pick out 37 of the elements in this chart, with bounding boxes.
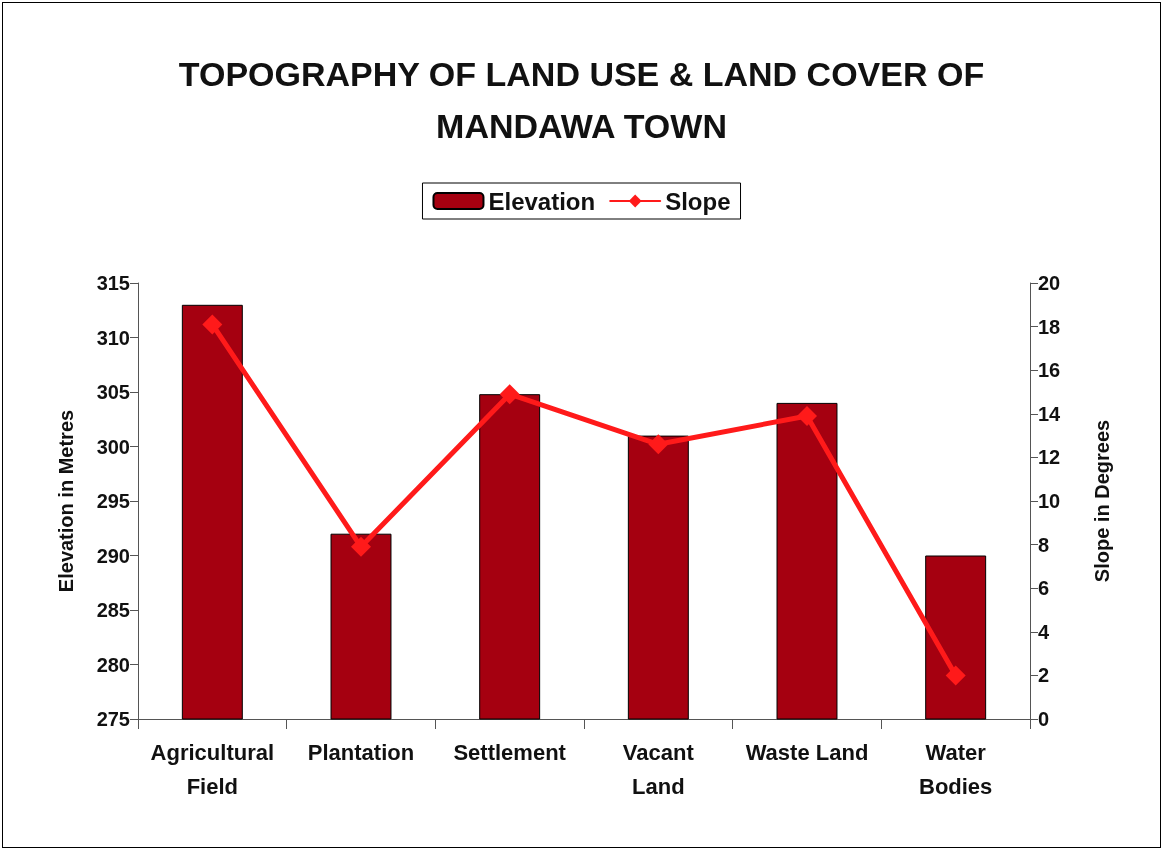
- point: [202, 314, 223, 335]
- y2-axis-title: Slope in Degrees: [1091, 419, 1113, 583]
- y-tick-label: 295: [96, 490, 130, 512]
- point: [945, 665, 966, 686]
- y2-tick-label: 8: [1038, 533, 1050, 556]
- point: [351, 536, 371, 557]
- y2-tick-label: 16: [1038, 359, 1061, 382]
- x-tick-label: Waste Land: [745, 739, 869, 765]
- point: [499, 384, 520, 405]
- legend-label: Slope: [665, 187, 731, 215]
- x-tick-label: Plantation: [307, 739, 415, 765]
- point: [797, 405, 817, 426]
- y2-tick-label: 0: [1038, 708, 1050, 730]
- y2-tick-label: 4: [1038, 620, 1050, 643]
- y2-tick-label: 6: [1038, 577, 1050, 600]
- x-tick-label: Water Bodies: [918, 739, 993, 799]
- legend-label: Elevation: [488, 187, 596, 215]
- y-tick-label: 280: [96, 653, 130, 676]
- y-tick-label: 285: [96, 599, 130, 621]
- y2-tick-label: 12: [1038, 446, 1061, 469]
- y-tick-label: 300: [96, 435, 130, 458]
- y2-tick-label: 20: [1038, 272, 1061, 294]
- x-tick-label: Agricultural Field: [150, 739, 275, 799]
- y2-tick-label: 18: [1038, 315, 1061, 338]
- chart-title: TOPOGRAPHY OF LAND USE & LAND COVER OF MANDAWA TOWN: [178, 55, 985, 145]
- y2-tick-label: 14: [1038, 402, 1062, 425]
- y-tick-label: 290: [96, 544, 130, 567]
- y-axis-title: Elevation in Metres: [55, 409, 77, 593]
- y-tick-label: 275: [96, 708, 130, 730]
- y2-tick-label: 2: [1038, 664, 1050, 687]
- x-tick-label: Vacant Land: [622, 739, 695, 799]
- y-tick-label: 310: [96, 326, 130, 349]
- y2-tick-label: 10: [1038, 490, 1061, 512]
- y-tick-label: 305: [96, 381, 130, 403]
- y-tick-label: 315: [96, 272, 130, 294]
- x-tick-label: Settlement: [453, 739, 567, 765]
- point: [648, 434, 669, 455]
